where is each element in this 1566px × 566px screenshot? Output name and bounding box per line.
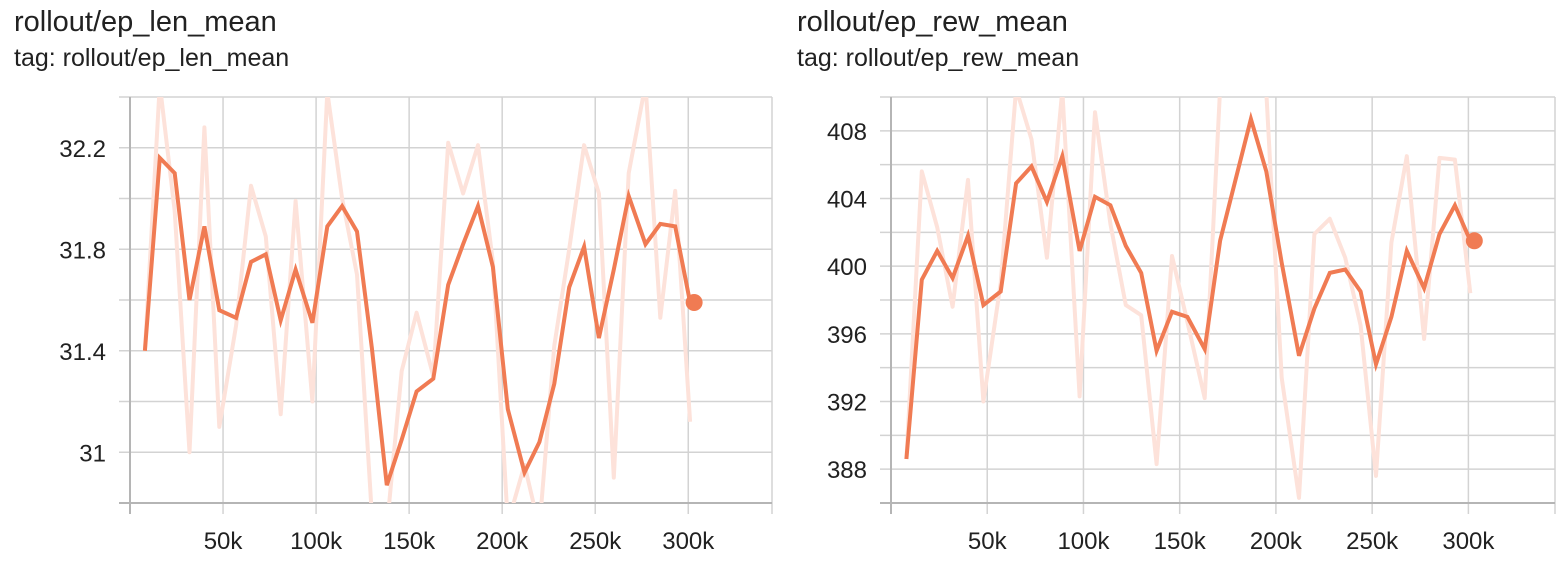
- x-tick-label: 100k: [1057, 528, 1110, 555]
- x-tick-label: 150k: [383, 528, 436, 555]
- y-tick-label: 32.2: [59, 136, 106, 163]
- plot-area: [904, 97, 1473, 500]
- chart-panel-ep-len-mean: 31 31.4 31.8 32.2 50k 100k 150k 200k 250k 300k ro…: [14, 6, 773, 555]
- y-tick-label: 400: [827, 254, 867, 281]
- x-tick-label: 300k: [662, 528, 715, 555]
- x-tick-label: 200k: [476, 528, 529, 555]
- y-tick-label: 396: [827, 322, 867, 349]
- y-tick-label: 388: [827, 457, 867, 484]
- y-tick-label: 31: [79, 440, 106, 467]
- line-chart-ep-rew-mean: 388 392 396 400 404 408 50k 100k 150k 200k 250k 300…: [827, 96, 1556, 555]
- x-tick-label: 300k: [1442, 528, 1495, 555]
- x-tick-label: 250k: [1346, 528, 1399, 555]
- last-point-marker[interactable]: [685, 294, 703, 312]
- x-tick-label: 150k: [1154, 528, 1207, 555]
- chart-title: rollout/ep_rew_mean: [797, 6, 1068, 38]
- chart-tag-label: tag: rollout/ep_len_mean: [14, 44, 290, 72]
- smoothed-series-line: [904, 111, 1473, 460]
- chart-panel-ep-rew-mean: 388 392 396 400 404 408 50k 100k 150k 200k 250k 300…: [783, 0, 1566, 566]
- chart-title: rollout/ep_len_mean: [14, 6, 277, 38]
- y-tick-label: 408: [827, 119, 867, 146]
- last-point-marker[interactable]: [1465, 232, 1483, 250]
- chart-tag-label: tag: rollout/ep_rew_mean: [797, 44, 1080, 72]
- x-tick-label: 50k: [968, 528, 1008, 555]
- plot-area: [142, 97, 693, 503]
- raw-series-line: [142, 97, 693, 503]
- line-chart-ep-len-mean: 31 31.4 31.8 32.2 50k 100k 150k 200k 250k 300k: [59, 96, 773, 555]
- smoothed-series-line: [142, 153, 693, 486]
- x-tick-label: 200k: [1250, 528, 1303, 555]
- y-tick-label: 31.8: [59, 237, 106, 264]
- x-tick-label: 100k: [290, 528, 343, 555]
- x-tick-label: 250k: [569, 528, 622, 555]
- y-tick-label: 404: [827, 187, 867, 214]
- y-tick-label: 31.4: [59, 339, 106, 366]
- x-tick-label: 50k: [204, 528, 244, 555]
- y-tick-label: 392: [827, 390, 867, 417]
